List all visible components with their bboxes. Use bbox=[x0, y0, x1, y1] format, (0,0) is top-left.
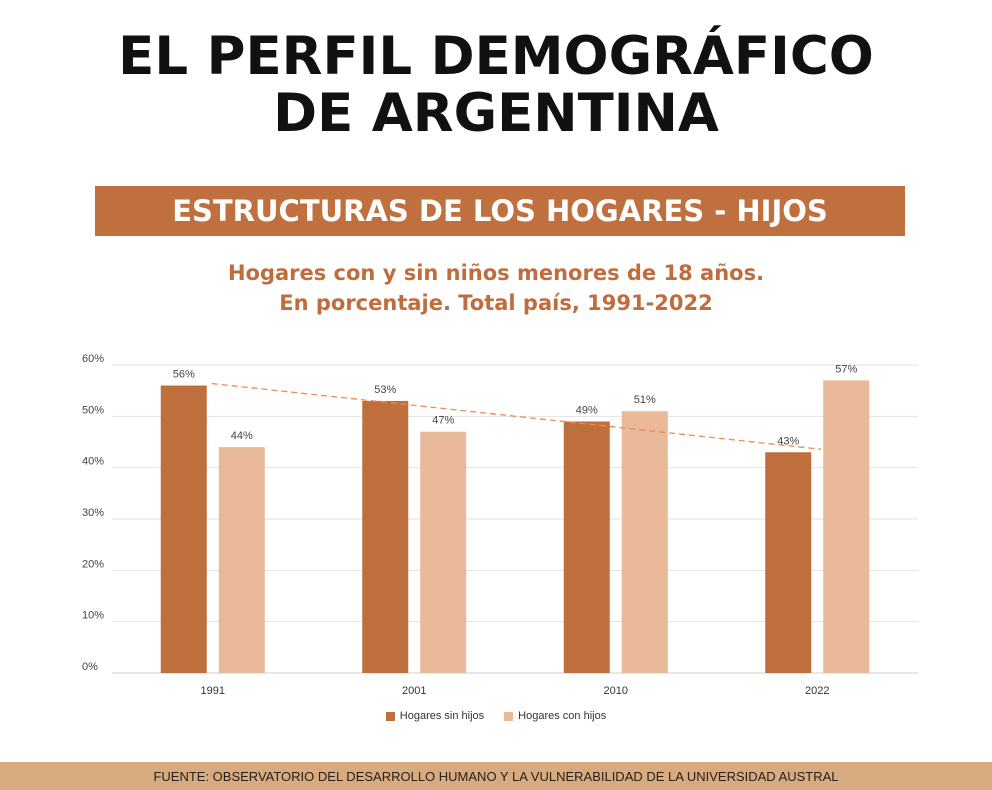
x-tick-label: 1991 bbox=[201, 685, 225, 697]
source-footer: FUENTE: OBSERVATORIO DEL DESARROLLO HUMA… bbox=[0, 762, 992, 790]
y-tick-label: 0% bbox=[82, 661, 98, 673]
bar-con-hijos bbox=[420, 431, 467, 673]
data-label: 53% bbox=[374, 384, 396, 396]
chart-legend: Hogares sin hijos Hogares con hijos bbox=[0, 710, 992, 722]
bar-chart: 0% 10% 20% 30% 40% 50% 60% 56% 44% 1991 53% 47% 2001… bbox=[82, 353, 918, 697]
bar-sin-hijos bbox=[765, 452, 812, 673]
data-label: 44% bbox=[231, 430, 253, 442]
bar-con-hijos bbox=[218, 447, 265, 673]
legend-item-con-hijos: Hogares con hijos bbox=[504, 710, 606, 722]
bar-con-hijos bbox=[823, 380, 870, 673]
y-tick-label: 50% bbox=[82, 404, 104, 416]
trend-line bbox=[211, 382, 822, 450]
bar-con-hijos bbox=[621, 411, 668, 673]
bar-sin-hijos bbox=[160, 385, 207, 673]
subtitle-line-2: En porcentaje. Total país, 1991-2022 bbox=[279, 291, 713, 315]
chart-subtitle: Hogares con y sin niños menores de 18 añ… bbox=[0, 258, 992, 318]
legend-label-sin-hijos: Hogares sin hijos bbox=[399, 710, 485, 722]
data-label: 56% bbox=[173, 369, 195, 381]
legend-swatch-sin-hijos bbox=[385, 711, 395, 721]
legend-item-sin-hijos: Hogares sin hijos bbox=[385, 710, 485, 722]
source-text: FUENTE: OBSERVATORIO DEL DESARROLLO HUMA… bbox=[153, 768, 839, 784]
legend-label-con-hijos: Hogares con hijos bbox=[518, 710, 607, 722]
banner-label: ESTRUCTURAS DE LOS HOGARES - HIJOS bbox=[172, 194, 828, 228]
data-label: 43% bbox=[777, 435, 799, 447]
y-tick-label: 10% bbox=[82, 610, 104, 622]
bar-sin-hijos bbox=[563, 421, 610, 673]
x-tick-label: 2010 bbox=[604, 685, 628, 697]
title-line-2: DE ARGENTINA bbox=[273, 83, 719, 144]
section-banner: ESTRUCTURAS DE LOS HOGARES - HIJOS bbox=[95, 186, 905, 236]
data-label: 57% bbox=[835, 363, 857, 375]
subtitle-line-1: Hogares con y sin niños menores de 18 añ… bbox=[227, 261, 765, 285]
x-tick-label: 2001 bbox=[402, 685, 426, 697]
x-tick-label: 2022 bbox=[805, 685, 829, 697]
y-tick-label: 30% bbox=[82, 507, 104, 519]
main-title: EL PERFIL DEMOGRÁFICO DE ARGENTINA bbox=[0, 28, 992, 142]
data-label: 47% bbox=[432, 415, 454, 427]
data-label: 49% bbox=[576, 404, 598, 416]
y-tick-label: 20% bbox=[82, 558, 104, 570]
data-label: 51% bbox=[634, 394, 656, 406]
y-tick-label: 40% bbox=[82, 456, 104, 468]
title-line-1: EL PERFIL DEMOGRÁFICO bbox=[118, 26, 874, 87]
y-tick-label: 60% bbox=[82, 353, 104, 365]
bar-sin-hijos bbox=[362, 400, 409, 673]
legend-swatch-con-hijos bbox=[504, 711, 514, 721]
